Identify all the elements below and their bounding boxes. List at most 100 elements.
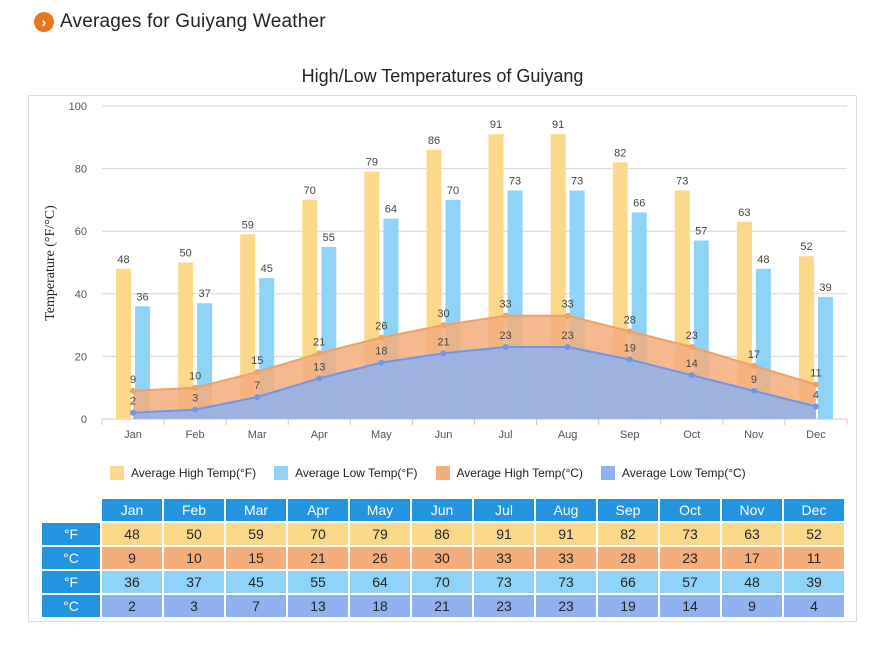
section-heading-text: Averages for Guiyang Weather <box>60 11 326 32</box>
x-tick-label: Sep <box>620 429 640 441</box>
table-cell: 17 <box>722 547 782 569</box>
data-label: 37 <box>199 288 211 300</box>
table-cell: 70 <box>412 571 472 593</box>
table-cell: 10 <box>164 547 224 569</box>
data-label: 33 <box>499 299 511 311</box>
table-cell: 57 <box>660 571 720 593</box>
data-label: 9 <box>751 374 757 386</box>
data-label: 13 <box>313 361 325 373</box>
table-cell: 63 <box>722 523 782 545</box>
table-cell: 9 <box>722 595 782 617</box>
data-label: 73 <box>676 176 688 188</box>
legend-swatch <box>435 466 450 480</box>
table-row-label: °C <box>42 595 100 617</box>
data-label: 57 <box>695 226 707 238</box>
y-tick-label: 80 <box>75 164 87 176</box>
data-label: 50 <box>180 248 192 260</box>
bar <box>817 296 833 419</box>
table-cell: 50 <box>164 523 224 545</box>
table-cell: 18 <box>350 595 410 617</box>
data-label: 11 <box>810 368 821 380</box>
data-label: 55 <box>323 232 335 244</box>
table-row: °C 9 10 15 21 26 30 33 33 28 23 17 11 <box>42 547 844 569</box>
table-cell: 36 <box>102 571 162 593</box>
table-row: °F 48 50 59 70 79 86 91 91 82 73 63 52 <box>42 523 844 545</box>
legend-item[interactable]: Average High Temp(°C) <box>435 466 583 480</box>
data-label: 17 <box>748 349 760 361</box>
legend-item[interactable]: Average Low Temp(°C) <box>600 466 746 480</box>
data-point <box>440 322 447 329</box>
table-cell: 59 <box>226 523 286 545</box>
legend-swatch <box>110 466 124 480</box>
table-month-header: Nov <box>722 499 782 521</box>
x-tick-label: Jul <box>499 429 513 441</box>
data-point <box>688 344 695 351</box>
table-row: °C 2 3 7 13 18 21 23 23 19 14 9 4 <box>42 595 844 617</box>
data-point <box>502 312 509 319</box>
chart-legend: Average High Temp(°F) Average Low Temp(°F… <box>110 466 764 480</box>
data-point <box>316 350 323 357</box>
data-point <box>316 375 323 382</box>
bar <box>798 256 814 419</box>
data-label: 30 <box>437 308 449 320</box>
table-cell: 4 <box>784 595 844 617</box>
table-cell: 82 <box>598 523 658 545</box>
table-cell: 30 <box>412 547 472 569</box>
bar <box>178 262 194 419</box>
data-point <box>254 394 261 401</box>
data-point <box>192 384 199 391</box>
table-cell: 19 <box>598 595 658 617</box>
data-label: 14 <box>686 358 698 370</box>
y-tick-label: 0 <box>81 414 87 426</box>
x-tick-label: Nov <box>744 429 764 441</box>
x-tick-label: Jun <box>435 429 453 441</box>
x-tick-label: Oct <box>683 429 700 441</box>
table-cell: 39 <box>784 571 844 593</box>
data-point <box>750 362 757 369</box>
data-point <box>564 344 571 351</box>
y-axis-label: Temperature (°F/°C) <box>43 205 58 321</box>
data-label: 79 <box>366 157 378 169</box>
section-heading: › Averages for Guiyang Weather <box>34 10 326 34</box>
x-tick-label: Apr <box>311 429 328 441</box>
data-label: 48 <box>117 254 129 266</box>
table-month-header: Jun <box>412 499 472 521</box>
data-point <box>130 409 137 416</box>
data-label: 70 <box>304 185 316 197</box>
legend-item[interactable]: Average High Temp(°F) <box>110 466 256 480</box>
table-cell: 23 <box>660 547 720 569</box>
table-cell: 91 <box>474 523 534 545</box>
y-tick-label: 20 <box>75 351 87 363</box>
data-point <box>626 356 633 363</box>
table-month-header: Oct <box>660 499 720 521</box>
data-label: 23 <box>562 330 574 342</box>
data-label: 19 <box>624 343 636 355</box>
chart-panel <box>28 95 857 622</box>
table-corner <box>42 499 100 521</box>
data-label: 7 <box>254 380 260 392</box>
data-label: 9 <box>130 374 136 386</box>
area-series <box>133 347 816 419</box>
area-line <box>132 346 817 414</box>
data-label: 48 <box>757 254 769 266</box>
data-label: 36 <box>136 291 148 303</box>
table-cell: 48 <box>102 523 162 545</box>
x-tick-label: Aug <box>558 429 578 441</box>
bar <box>116 268 132 419</box>
legend-item[interactable]: Average Low Temp(°F) <box>274 466 418 480</box>
data-label: 23 <box>686 330 698 342</box>
data-point <box>626 328 633 335</box>
data-point <box>378 359 385 366</box>
table-month-header: Sep <box>598 499 658 521</box>
data-label: 73 <box>571 176 583 188</box>
legend-label: Average High Temp(°C) <box>456 466 583 480</box>
table-row: °F 36 37 45 55 64 70 73 73 66 57 48 39 <box>42 571 844 593</box>
table-cell: 14 <box>660 595 720 617</box>
x-tick-label: Mar <box>248 429 267 441</box>
table-cell: 13 <box>288 595 348 617</box>
data-point <box>812 403 819 410</box>
table-cell: 9 <box>102 547 162 569</box>
data-point <box>440 350 447 357</box>
x-tick-label: Dec <box>806 429 826 441</box>
table-cell: 28 <box>598 547 658 569</box>
